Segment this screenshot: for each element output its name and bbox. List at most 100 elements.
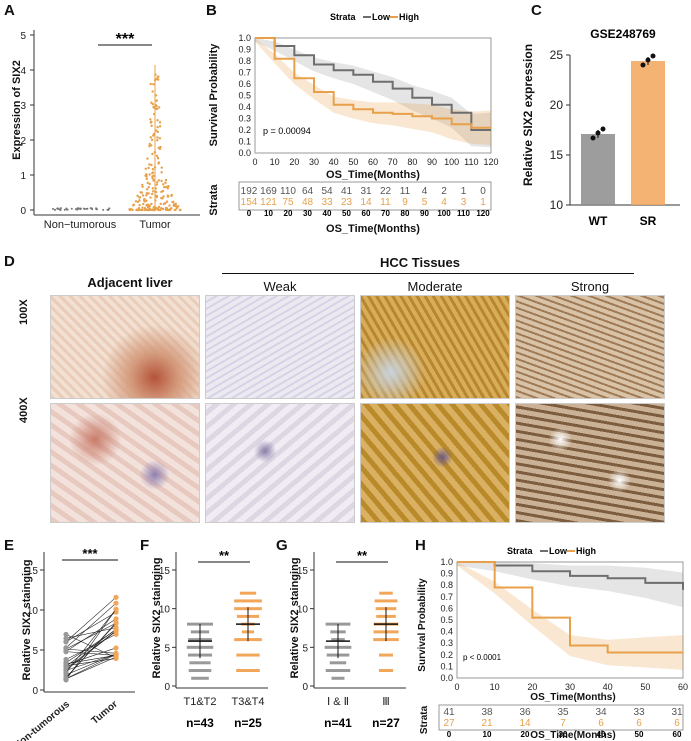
- panel-a-point-tumor: [136, 200, 140, 204]
- panel-e-pair-line: [65, 633, 117, 660]
- panel-a-point-tumor: [151, 134, 155, 137]
- panel-a-point-tumor: [165, 200, 169, 203]
- panel-a-point-tumor: [160, 179, 163, 183]
- panel-a-point-tumor: [158, 147, 162, 151]
- panel-b-line-low: [255, 37, 491, 131]
- panel-e-point-tumor: [113, 628, 119, 634]
- panel-a-point-tumor: [143, 197, 146, 201]
- panel-b-legend-high: High: [399, 12, 419, 22]
- panel-a-cat-1: Non−tumorous: [44, 219, 117, 231]
- panel-c-bar-1: [631, 61, 665, 205]
- panel-h-line-high: [457, 561, 683, 654]
- panel-c-dot-0-2: [600, 126, 606, 132]
- panel-a-ylabel: Expression of SIX2: [11, 60, 23, 160]
- panel-a-point-tumor: [158, 125, 162, 128]
- panel-e-chart: Relative SIX2 stainging 0 5 10 15 *** Non-t…: [12, 546, 135, 741]
- panel-c-bar-0: [581, 134, 615, 205]
- panel-a-point-tumor: [164, 206, 168, 210]
- panel-a-ytick-label-4: 4: [20, 66, 26, 77]
- panel-a-point-tumor: [152, 112, 156, 116]
- panel-f-strip-1-8: [239, 591, 257, 595]
- panel-label-c: C: [531, 2, 542, 19]
- panel-a-point-tumor: [156, 181, 159, 184]
- panel-a-point-tumor: [155, 196, 159, 199]
- panel-a-point-tumor: [178, 208, 182, 212]
- panel-a-point-tumor: [160, 171, 163, 174]
- panel-e-pair-line: [65, 609, 117, 673]
- panel-h-xtick-1: 10: [490, 682, 500, 692]
- panel-f-ylabel: Relative SIX2 stainging: [151, 557, 163, 678]
- panel-a-point-tumor: [136, 194, 139, 198]
- panel-label-f: F: [140, 537, 150, 554]
- panel-g-strip-0-1: [325, 669, 351, 673]
- panel-b-xtick-2: 20: [289, 157, 299, 167]
- panel-b-chart: Strata Low High Survival Probability 0.0…: [208, 12, 499, 235]
- panel-f-cat-2: T3&T4: [231, 696, 264, 708]
- panel-a-point-tumor: [145, 194, 148, 197]
- tissue-moderate-400x: [360, 403, 510, 523]
- panel-b-xtick-11: 110: [464, 157, 478, 167]
- panel-e-point-normal: [63, 663, 69, 669]
- panel-a-point-tumor: [141, 185, 144, 189]
- panel-b-risk-high-0: 154: [241, 197, 258, 208]
- panel-a-point-tumor: [149, 136, 152, 139]
- panel-a-point-tumor: [138, 196, 142, 199]
- panel-a-point-tumor: [155, 154, 159, 158]
- panel-a-point-tumor: [152, 190, 155, 193]
- panel-f-strip-1-1: [236, 653, 260, 657]
- panel-e-pair-line: [65, 627, 117, 639]
- tissue-weak-100x: [205, 295, 355, 399]
- panel-g-ytick-label-1: 5: [302, 643, 308, 654]
- panel-b-risk-xtick-6: 60: [362, 209, 371, 218]
- panel-e-ylabel: Relative SIX2 stainging: [21, 559, 33, 680]
- panel-b-risk-xtick-4: 40: [323, 209, 332, 218]
- panel-a-point-normal: [95, 208, 98, 211]
- panel-g-strip-0-2: [329, 661, 347, 665]
- panel-a-point-tumor: [144, 208, 148, 211]
- panel-a-point-tumor: [170, 193, 174, 197]
- panel-f-strip-0-2: [189, 661, 211, 665]
- panel-b-xlabel: OS_Time(Months): [326, 169, 420, 181]
- panel-a-point-tumor: [154, 206, 158, 210]
- panel-b-risk-frame: [238, 181, 492, 211]
- panel-h-risk-low-1: 38: [481, 707, 493, 718]
- panel-e-cat-1: Non-tumorous: [12, 699, 72, 741]
- panel-a-point-normal: [102, 208, 105, 211]
- panel-a-point-tumor: [149, 196, 152, 199]
- panel-a-point-tumor: [148, 142, 151, 146]
- panel-a-point-tumor: [157, 179, 161, 182]
- panel-b-risk-low-3: 64: [302, 186, 314, 197]
- panel-b-risk-high-8: 9: [402, 197, 408, 208]
- panel-e-point-normal: [63, 631, 69, 638]
- panel-h-risk-low-4: 34: [595, 707, 607, 718]
- tissue-adjacent-400x: [50, 403, 200, 523]
- panel-f-n-2: n=25: [234, 716, 262, 730]
- panel-h-risk-frame: [438, 704, 684, 731]
- panel-b-risk-xtick-12: 120: [476, 209, 490, 218]
- panel-a-point-tumor: [166, 194, 169, 197]
- panel-h-risk-high-4: 6: [598, 718, 604, 729]
- panel-f-sig: **: [219, 548, 230, 563]
- panel-b-risk-low-10: 2: [441, 186, 447, 197]
- panel-a-point-tumor: [146, 157, 149, 160]
- panel-a-point-tumor: [155, 107, 158, 111]
- panel-h-ytick-0: 0.0: [440, 673, 453, 683]
- panel-a-point-tumor: [162, 202, 166, 206]
- panel-a-point-tumor: [157, 162, 160, 165]
- panel-a-point-tumor: [134, 200, 138, 203]
- panel-h-ytick-2: 0.2: [440, 650, 453, 660]
- panel-h-risk-low-6: 31: [671, 707, 683, 718]
- panel-a-point-tumor: [156, 125, 159, 129]
- panel-a-point-tumor: [174, 208, 177, 211]
- panel-b-risk-high-1: 121: [260, 197, 277, 208]
- panel-a-point-tumor: [138, 203, 141, 207]
- panel-a-point-tumor: [163, 186, 166, 189]
- panel-b-ytick-0: 0.0: [238, 148, 251, 158]
- panel-b-ytick-9: 0.9: [238, 45, 251, 55]
- panel-a-point-tumor: [157, 106, 161, 109]
- panel-g-strip-1-7: [374, 599, 398, 603]
- panel-a-point-tumor: [175, 206, 179, 210]
- panel-a-ytick-label-0: 0: [20, 206, 26, 217]
- tissue-weak-400x: [205, 403, 355, 523]
